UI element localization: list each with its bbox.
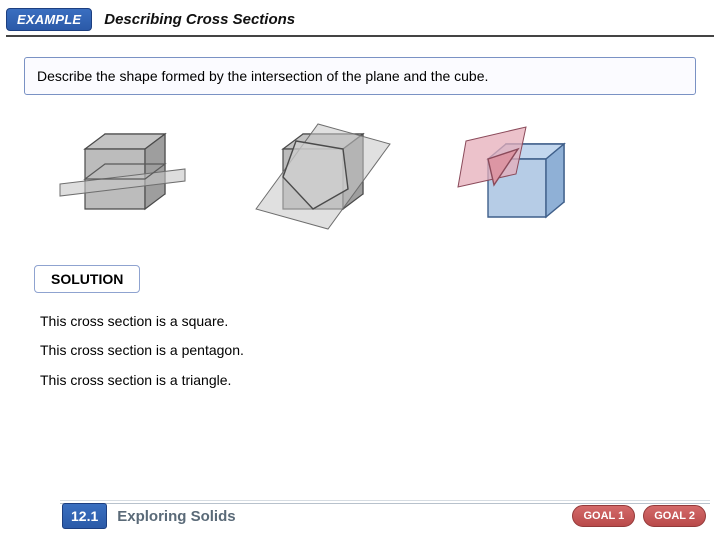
answer-line: This cross section is a triangle. [40, 366, 720, 395]
figure-row [0, 95, 720, 239]
solution-label: SOLUTION [34, 265, 140, 293]
header: EXAMPLE Describing Cross Sections [0, 0, 720, 31]
goal-badges: GOAL 1 GOAL 2 [564, 505, 706, 527]
figure-square-section [50, 119, 200, 239]
footer: 12.1 Exploring Solids GOAL 1 GOAL 2 [0, 498, 720, 534]
page-title: Describing Cross Sections [104, 11, 295, 28]
figure-triangle-section [446, 119, 596, 239]
problem-statement: Describe the shape formed by the interse… [24, 57, 696, 95]
example-badge: EXAMPLE [6, 8, 92, 31]
header-rule [6, 35, 714, 37]
answer-line: This cross section is a pentagon. [40, 336, 720, 365]
answer-line: This cross section is a square. [40, 307, 720, 336]
section-title: Exploring Solids [117, 508, 235, 525]
solution-answers: This cross section is a square. This cro… [0, 293, 720, 395]
section-number-badge: 12.1 [62, 503, 107, 529]
goal-badge-2: GOAL 2 [643, 505, 706, 527]
figure-pentagon-section [248, 119, 398, 239]
goal-badge-1: GOAL 1 [572, 505, 635, 527]
